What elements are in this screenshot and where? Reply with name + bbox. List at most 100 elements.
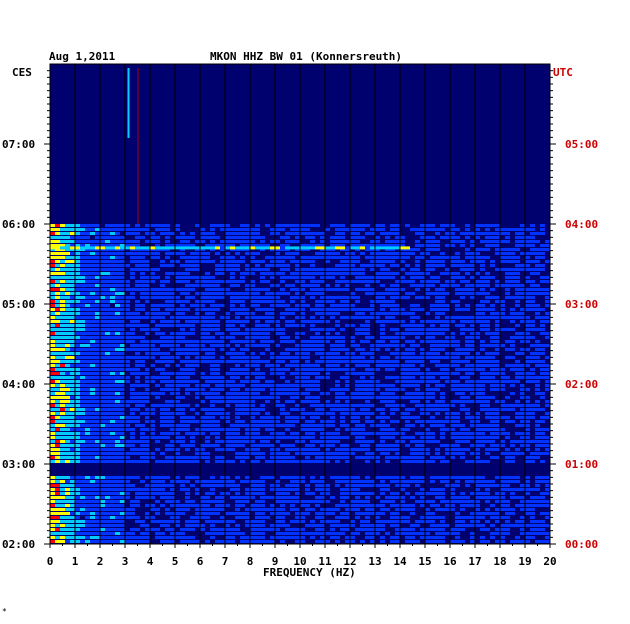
heat-cell: [130, 396, 135, 399]
heat-cell: [180, 440, 185, 443]
heat-cell: [65, 364, 70, 367]
heat-cell: [95, 236, 100, 239]
heat-cell: [470, 404, 475, 407]
heat-cell: [70, 300, 75, 303]
heat-cell: [360, 376, 365, 379]
heat-cell: [295, 332, 300, 335]
heat-cell: [285, 412, 290, 415]
heat-cell: [330, 268, 335, 271]
heat-cell: [115, 456, 120, 459]
heat-cell: [525, 348, 530, 351]
heat-cell: [320, 440, 325, 443]
heat-cell: [120, 224, 125, 227]
heat-cell: [490, 296, 495, 299]
heat-cell: [170, 392, 175, 395]
heat-cell: [180, 388, 185, 391]
heat-cell: [350, 368, 355, 371]
heat-cell: [370, 392, 375, 395]
heat-cell: [535, 476, 540, 479]
heat-cell: [460, 384, 465, 387]
heat-cell: [70, 252, 75, 255]
heat-cell: [90, 456, 95, 459]
heat-cell: [490, 400, 495, 403]
heat-cell: [490, 288, 495, 291]
heat-cell: [295, 312, 300, 315]
heat-cell: [140, 356, 145, 359]
heat-cell: [100, 404, 105, 407]
heat-cell: [390, 412, 395, 415]
heat-cell: [465, 356, 470, 359]
heat-cell: [205, 400, 210, 403]
heat-cell: [545, 336, 550, 339]
heat-cell: [380, 260, 385, 263]
heat-cell: [490, 248, 495, 251]
heat-cell: [275, 332, 280, 335]
heat-cell: [390, 328, 395, 331]
heat-cell: [75, 436, 80, 439]
heat-cell: [375, 272, 380, 275]
heat-cell: [90, 424, 95, 427]
heat-cell: [110, 280, 115, 283]
heat-cell: [530, 264, 535, 267]
heat-cell: [210, 408, 215, 411]
heat-cell: [500, 416, 505, 419]
heat-cell: [235, 424, 240, 427]
heat-cell: [520, 356, 525, 359]
heat-cell: [245, 224, 250, 227]
heat-cell: [215, 280, 220, 283]
heat-cell: [120, 272, 125, 275]
heat-cell: [160, 356, 165, 359]
heat-cell: [485, 232, 490, 235]
heat-cell: [110, 324, 115, 327]
heat-cell: [150, 376, 155, 379]
heat-cell: [450, 368, 455, 371]
heat-cell: [375, 368, 380, 371]
heat-cell: [370, 396, 375, 399]
heat-cell: [140, 340, 145, 343]
heat-cell: [445, 372, 450, 375]
heat-cell: [140, 408, 145, 411]
heat-cell: [195, 312, 200, 315]
heat-cell: [235, 340, 240, 343]
heat-cell: [260, 420, 265, 423]
heat-cell: [405, 340, 410, 343]
heat-cell: [85, 336, 90, 339]
heat-cell: [100, 260, 105, 263]
heat-cell: [385, 304, 390, 307]
heat-cell: [85, 224, 90, 227]
heat-cell: [480, 372, 485, 375]
heat-cell: [400, 248, 405, 251]
heat-cell: [70, 324, 75, 327]
heat-cell: [460, 376, 465, 379]
heat-cell: [240, 236, 245, 239]
heat-cell: [140, 480, 145, 483]
heat-cell: [300, 424, 305, 427]
heat-cell: [475, 448, 480, 451]
heat-cell: [270, 428, 275, 431]
heat-cell: [445, 268, 450, 271]
heat-cell: [50, 280, 55, 283]
heat-cell: [275, 264, 280, 267]
heat-cell: [190, 268, 195, 271]
heat-cell: [115, 480, 120, 483]
heat-cell: [90, 332, 95, 335]
heat-cell: [505, 228, 510, 231]
heat-cell: [345, 380, 350, 383]
heat-cell: [175, 344, 180, 347]
heat-cell: [145, 332, 150, 335]
heat-cell: [85, 228, 90, 231]
heat-cell: [400, 308, 405, 311]
heat-cell: [80, 420, 85, 423]
heat-cell: [495, 224, 500, 227]
heat-cell: [505, 456, 510, 459]
heat-cell: [295, 324, 300, 327]
heat-cell: [170, 388, 175, 391]
heat-cell: [175, 436, 180, 439]
heat-cell: [140, 308, 145, 311]
heat-cell: [350, 280, 355, 283]
heat-cell: [510, 288, 515, 291]
heat-cell: [225, 292, 230, 295]
heat-cell: [125, 456, 130, 459]
heat-cell: [55, 316, 60, 319]
heat-cell: [85, 232, 90, 235]
